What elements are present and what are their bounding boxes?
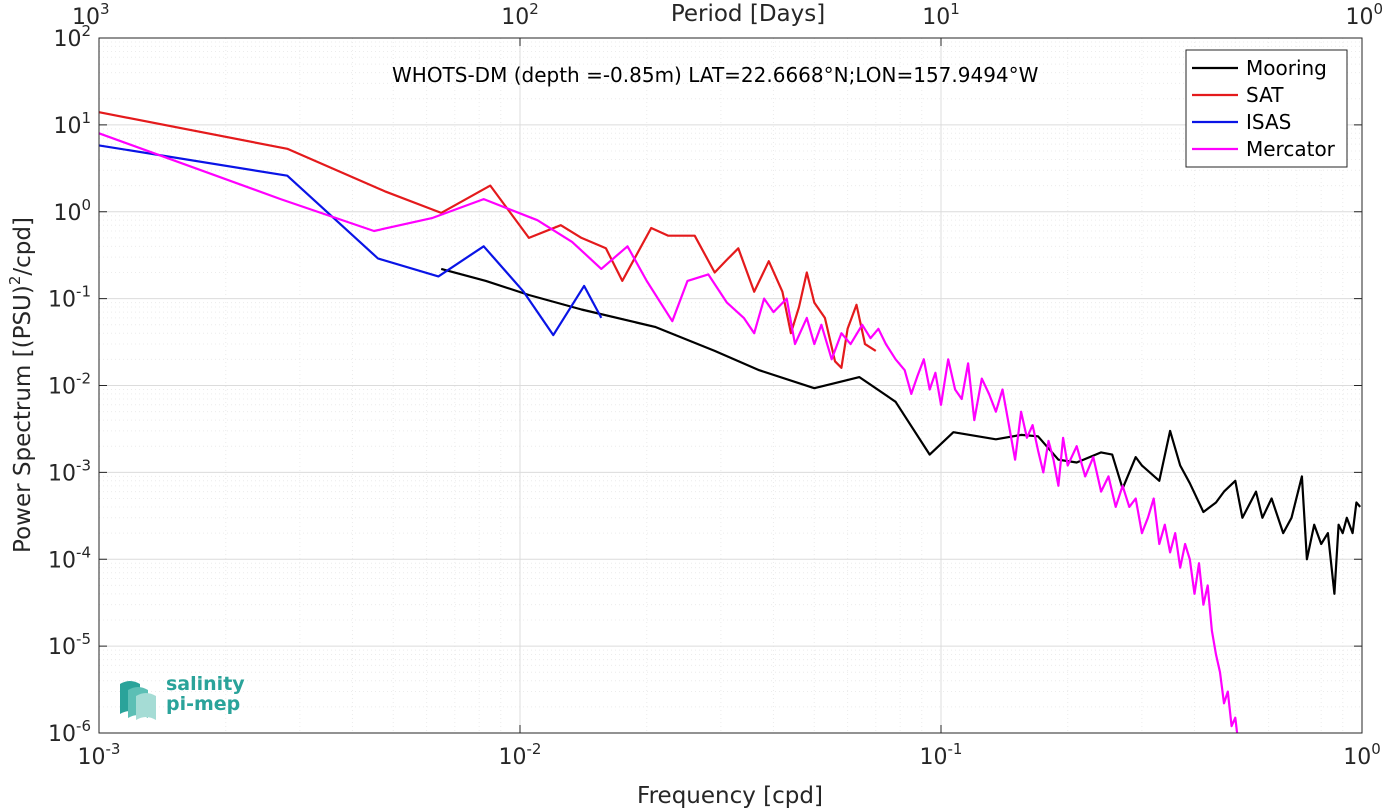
chart-annotation: WHOTS-DM (depth =-0.85m) LAT=22.6668°N;L… (392, 63, 1039, 87)
series-line-mooring (440, 267, 1362, 595)
y-tick-label: 102 (53, 22, 91, 52)
logo-line-2: pi-mep (166, 693, 241, 715)
legend-label-isas: ISAS (1246, 110, 1291, 134)
x-tick-label: 10-3 (78, 740, 121, 770)
legend-label-sat: SAT (1246, 83, 1284, 107)
chart-legend: Mooring SAT ISAS Mercator (1185, 49, 1348, 168)
y-tick-label: 10-6 (48, 717, 91, 747)
series-line-sat (98, 111, 877, 369)
axis-ticks: 10-3 10-2 10-1 100 10-6 10-5 10-4 10-3 10-2 10-1 1… (48, 0, 1383, 770)
logo-line-1: salinity (166, 673, 245, 695)
series-lines (98, 111, 1362, 734)
salinity-pi-mep-logo: salinity pi-mep (116, 672, 256, 724)
legend-label-mooring: Mooring (1246, 56, 1327, 80)
top-tick-label: 102 (501, 0, 539, 30)
y-axis-label-main: Power Spectrum [(PSU) (10, 285, 36, 553)
legend-frame (1185, 49, 1348, 168)
y-tick-label: 10-5 (48, 630, 91, 660)
top-tick-label: 103 (72, 0, 110, 30)
series-line-mercator (98, 132, 1239, 734)
grid-lines (98, 37, 1363, 734)
y-axis-label: Power Spectrum [(PSU)2/cpd] (6, 217, 36, 553)
top-axis-label: Period [Days] (671, 1, 825, 27)
y-tick-label: 10-3 (48, 456, 91, 486)
top-tick-label: 100 (1345, 0, 1383, 30)
y-tick-label: 100 (53, 196, 91, 226)
top-tick-label: 101 (922, 0, 960, 30)
y-tick-label: 10-2 (48, 370, 91, 400)
x-tick-label: 10-2 (499, 740, 542, 770)
x-tick-label: 100 (1343, 740, 1381, 770)
series-line-isas (98, 144, 603, 337)
y-axis-label-tail: /cpd] (10, 217, 36, 276)
y-axis-label-sup: 2 (6, 276, 24, 286)
y-tick-label: 10-4 (48, 543, 91, 573)
legend-label-mercator: Mercator (1246, 137, 1336, 161)
y-tick-label: 101 (53, 109, 91, 139)
logo-text: salinity pi-mep (166, 674, 245, 714)
x-tick-label: 10-1 (920, 740, 963, 770)
x-axis-label: Frequency [cpd] (637, 783, 823, 809)
y-tick-label: 10-1 (48, 283, 91, 313)
salinity-wave-logo-icon (120, 681, 156, 720)
